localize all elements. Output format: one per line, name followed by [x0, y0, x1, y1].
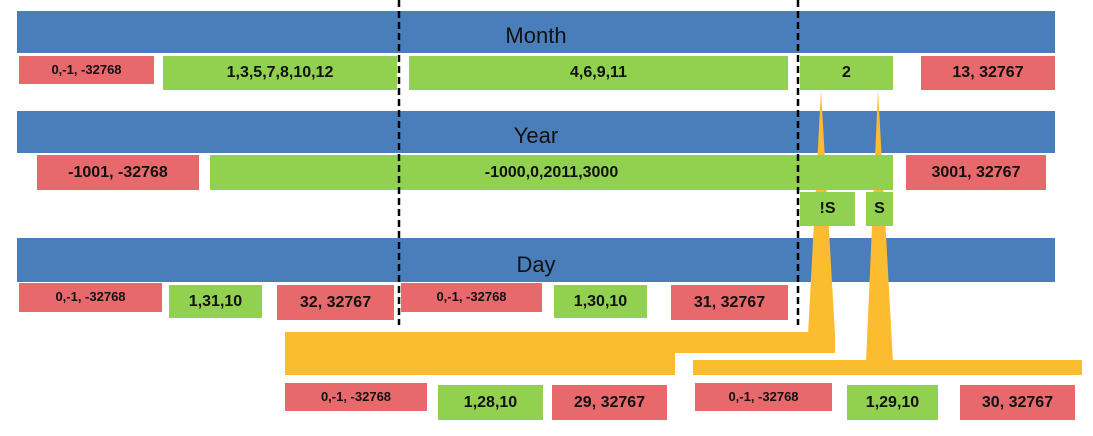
box: 4,6,9,11	[409, 56, 788, 90]
box: 0,-1, -32768	[19, 283, 162, 312]
box: 29, 32767	[552, 385, 667, 420]
box: 1,29,10	[847, 385, 938, 420]
box: 2	[800, 56, 893, 90]
box: 30, 32767	[960, 385, 1075, 420]
box: 0,-1, -32768	[401, 283, 542, 312]
box: 0,-1, -32768	[19, 56, 154, 84]
box: -1000,0,2011,3000	[210, 155, 893, 190]
box: 0,-1, -32768	[695, 383, 832, 411]
box: 1,31,10	[169, 285, 262, 318]
box: 1,30,10	[554, 285, 647, 318]
marker: S	[866, 192, 893, 226]
box: 13, 32767	[921, 56, 1055, 90]
year-bar: Year	[17, 111, 1055, 153]
connector	[693, 360, 1082, 375]
marker: !S	[800, 192, 855, 226]
connector	[285, 332, 835, 353]
box: 3001, 32767	[906, 155, 1046, 190]
month-bar: Month	[17, 11, 1055, 53]
box: -1001, -32768	[37, 155, 199, 190]
connector	[285, 353, 675, 375]
box: 31, 32767	[671, 285, 788, 320]
box: 0,-1, -32768	[285, 383, 427, 411]
connector	[866, 90, 893, 362]
box: 1,28,10	[438, 385, 543, 420]
box: 32, 32767	[277, 285, 394, 320]
box: 1,3,5,7,8,10,12	[163, 56, 397, 90]
